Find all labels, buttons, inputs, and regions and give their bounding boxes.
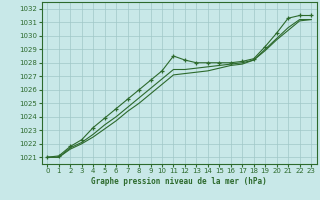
X-axis label: Graphe pression niveau de la mer (hPa): Graphe pression niveau de la mer (hPa) xyxy=(91,177,267,186)
